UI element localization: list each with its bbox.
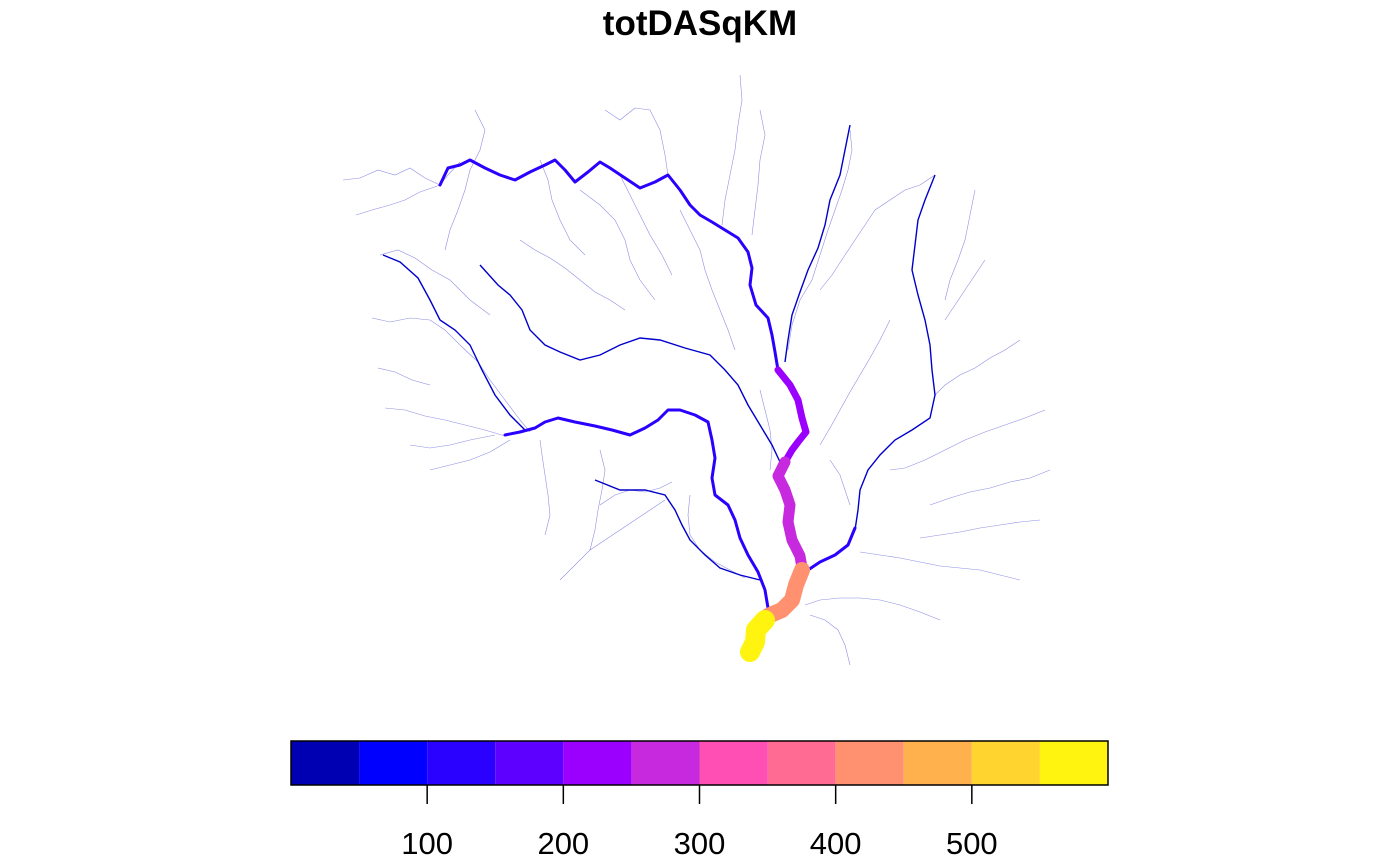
minor-stream bbox=[819, 319, 891, 446]
minor-stream bbox=[619, 174, 673, 276]
minor-stream bbox=[944, 189, 976, 301]
minor-stream bbox=[384, 407, 506, 437]
legend-swatch bbox=[359, 741, 428, 785]
minor-stream bbox=[934, 339, 1021, 396]
major-tributaries bbox=[382, 124, 936, 581]
tributary-stream bbox=[854, 174, 936, 531]
southwest-branch bbox=[503, 408, 770, 610]
minor-stream bbox=[679, 209, 736, 351]
minor-stream bbox=[342, 161, 461, 186]
minor-stream bbox=[889, 409, 1046, 471]
minor-stream bbox=[787, 129, 853, 351]
minor-stream bbox=[929, 469, 1051, 506]
legend-tick-label: 100 bbox=[401, 826, 453, 861]
legend-swatch bbox=[291, 741, 360, 785]
minor-tributaries bbox=[342, 74, 1051, 666]
minor-stream bbox=[721, 74, 743, 226]
minor-stream bbox=[859, 551, 1021, 581]
minor-stream bbox=[751, 109, 766, 236]
minor-stream bbox=[559, 499, 666, 581]
legend-swatch bbox=[495, 741, 564, 785]
mainstem-headwaters bbox=[438, 158, 857, 610]
minor-stream bbox=[539, 439, 551, 536]
minor-stream bbox=[444, 109, 486, 251]
tributary-stream bbox=[784, 124, 851, 363]
minor-stream bbox=[919, 519, 1041, 539]
minor-stream bbox=[804, 597, 941, 621]
minor-stream bbox=[944, 259, 986, 321]
minor-stream bbox=[429, 439, 511, 471]
minor-stream bbox=[599, 481, 673, 506]
minor-stream bbox=[371, 317, 531, 433]
mainstem-segment bbox=[740, 610, 775, 662]
page-title: totDASqKM bbox=[602, 4, 798, 43]
minor-stream bbox=[377, 367, 431, 386]
minor-stream bbox=[589, 449, 606, 551]
minor-stream bbox=[355, 184, 441, 216]
legend-tick-label: 400 bbox=[810, 826, 862, 861]
color-legend: 100 200 300 400 500 bbox=[290, 740, 1109, 861]
minor-stream bbox=[829, 459, 851, 506]
minor-stream bbox=[539, 159, 586, 256]
minor-stream bbox=[519, 239, 626, 311]
east-branch bbox=[803, 526, 857, 574]
minor-stream bbox=[819, 174, 936, 291]
legend-swatch bbox=[427, 741, 496, 785]
legend-tick-label: 300 bbox=[674, 826, 726, 861]
minor-stream bbox=[579, 189, 656, 301]
legend-swatch bbox=[903, 741, 972, 785]
legend-swatch bbox=[767, 741, 836, 785]
legend-swatch bbox=[971, 741, 1040, 785]
legend-swatch bbox=[563, 741, 632, 785]
legend-swatch bbox=[699, 741, 768, 785]
north-branch bbox=[438, 158, 780, 372]
legend-tick-label: 500 bbox=[946, 826, 998, 861]
mainstem-outlet bbox=[740, 610, 775, 662]
mainstem-segment bbox=[760, 562, 810, 624]
legend-swatch bbox=[835, 741, 904, 785]
mainstem-segment bbox=[774, 366, 810, 466]
legend-swatch bbox=[1039, 741, 1108, 785]
mainstem-lower bbox=[760, 562, 810, 624]
mainstem-mid bbox=[772, 456, 808, 574]
minor-stream bbox=[604, 107, 669, 176]
minor-stream bbox=[379, 249, 491, 316]
legend-swatch bbox=[631, 741, 700, 785]
minor-stream bbox=[409, 434, 496, 449]
mainstem-segment bbox=[772, 456, 808, 574]
tributary-stream bbox=[382, 254, 526, 431]
legend-tick-label: 200 bbox=[537, 826, 589, 861]
minor-stream bbox=[809, 614, 851, 666]
mainstem-mid-upper bbox=[774, 366, 810, 466]
tributary-stream bbox=[479, 264, 781, 463]
tributary-stream bbox=[594, 479, 761, 581]
minor-stream bbox=[759, 389, 773, 471]
